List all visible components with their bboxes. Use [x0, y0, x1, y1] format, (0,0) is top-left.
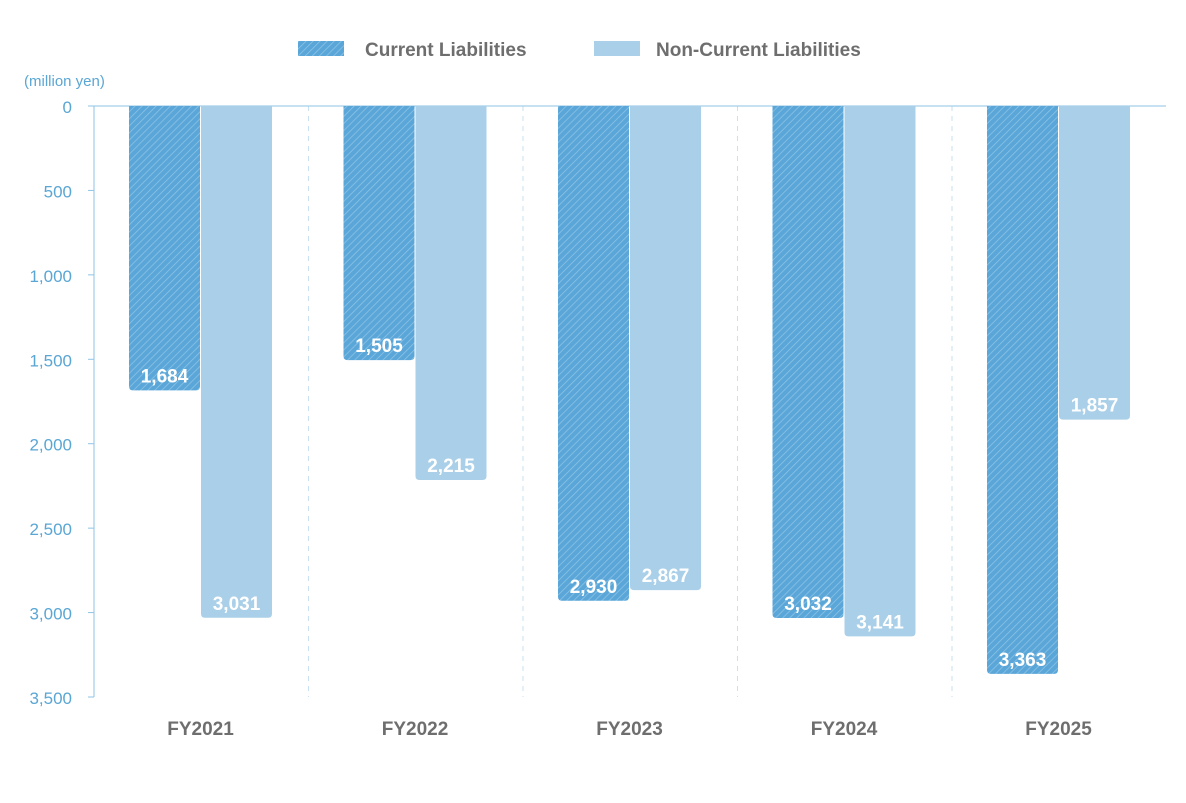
data-label: 1,684	[141, 366, 189, 387]
data-label: 3,363	[999, 650, 1047, 671]
data-label: 3,031	[213, 594, 261, 615]
x-tick-label: FY2022	[382, 719, 449, 740]
y-tick-label: 1,000	[29, 267, 72, 286]
y-tick-label: 1,500	[29, 351, 72, 370]
y-tick-label: 3,000	[29, 605, 72, 624]
bar-non-current-liabilities	[630, 106, 701, 591]
x-tick-label: FY2024	[811, 719, 878, 740]
y-tick-label: 0	[63, 98, 72, 117]
bar-non-current-liabilities	[415, 106, 487, 481]
data-label: 3,032	[784, 594, 832, 615]
bar-current-liabilities	[343, 106, 415, 361]
bar-non-current-liabilities	[201, 106, 272, 618]
data-label: 2,215	[427, 456, 475, 477]
data-label: 2,930	[570, 577, 618, 598]
bar-current-liabilities	[558, 106, 629, 601]
x-tick-label: FY2023	[596, 719, 663, 740]
y-axis-unit-label: (million yen)	[24, 73, 105, 90]
bar-current-liabilities	[129, 106, 200, 391]
y-tick-label: 3,500	[29, 689, 72, 708]
x-tick-label: FY2025	[1025, 719, 1092, 740]
bar-non-current-liabilities	[1059, 106, 1130, 420]
legend-swatch-current	[298, 41, 344, 56]
bar-current-liabilities	[987, 106, 1058, 674]
y-tick-label: 500	[44, 182, 72, 201]
data-label: 1,505	[355, 336, 403, 357]
bar-non-current-liabilities	[844, 106, 916, 637]
bar-current-liabilities	[772, 106, 844, 618]
data-label: 1,857	[1071, 396, 1119, 417]
legend-label-non-current: Non-Current Liabilities	[656, 40, 861, 61]
data-label: 3,141	[856, 612, 904, 633]
x-tick-label: FY2021	[167, 719, 234, 740]
data-label: 2,867	[642, 566, 690, 587]
legend-swatch-non-current	[594, 41, 640, 56]
legend-label-current: Current Liabilities	[365, 40, 527, 61]
y-tick-label: 2,000	[29, 436, 72, 455]
y-tick-label: 2,500	[29, 520, 72, 539]
